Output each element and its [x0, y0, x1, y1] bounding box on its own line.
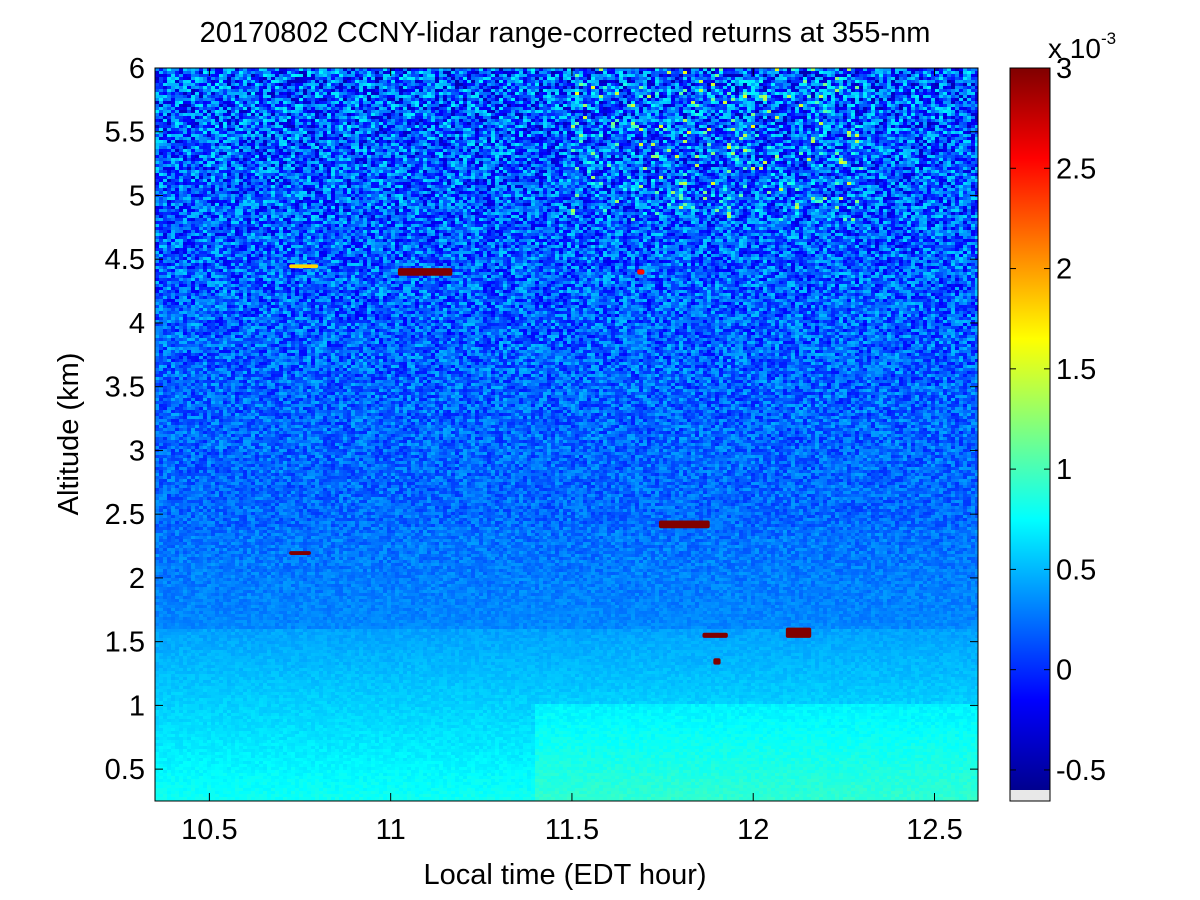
- colorbar-tick-label: 0.5: [1056, 554, 1096, 586]
- x-tick-label: 10.5: [181, 814, 237, 846]
- y-tick-label: 2: [129, 563, 145, 595]
- cloud-feature-cloud-4: [702, 633, 727, 638]
- y-tick-label: 5.5: [105, 117, 145, 149]
- y-tick-label: 5: [129, 180, 145, 212]
- y-tick-label: 2.5: [105, 499, 145, 531]
- colorbar-tick-label: 2.5: [1056, 153, 1096, 185]
- cloud-feature-cloud-1: [398, 268, 452, 276]
- y-axis-label: Altitude (km): [53, 353, 85, 516]
- colorbar: -0.500.511.522.53 x 10-3: [1010, 29, 1116, 801]
- x-tick-label: 12.5: [906, 814, 962, 846]
- cloud-feature-cloud-5: [786, 628, 811, 638]
- chart-title: 20170802 CCNY-lidar range-corrected retu…: [200, 17, 931, 49]
- y-tick-label: 6: [129, 53, 145, 85]
- colorbar-tick-label: 1: [1056, 454, 1072, 486]
- cloud-feature-cloud-2: [289, 551, 311, 555]
- colorbar-tick-label: 0: [1056, 655, 1072, 687]
- colorbar-tick-label: 1.5: [1056, 354, 1096, 386]
- cloud-feature-cloud-6: [713, 658, 720, 664]
- y-tick-label: 3: [129, 435, 145, 467]
- colorbar-exponent-power: -3: [1101, 29, 1116, 48]
- colorbar-tick-label: 2: [1056, 254, 1072, 286]
- x-tick-label: 12: [737, 814, 769, 846]
- colorbar-under-swatch: [1010, 790, 1050, 801]
- y-tick-label: 1.5: [105, 627, 145, 659]
- y-tick-label: 0.5: [105, 754, 145, 786]
- y-tick-label: 1: [129, 690, 145, 722]
- colorbar-exponent-base: x 10: [1048, 33, 1101, 64]
- x-tick-label: 11: [376, 814, 406, 846]
- colorbar-gradient: [1010, 68, 1050, 790]
- y-tick-label: 4.5: [105, 244, 145, 276]
- x-tick-label: 11.5: [545, 814, 599, 846]
- cloud-feature-cloud-7: [289, 264, 318, 268]
- x-axis-label: Local time (EDT hour): [423, 859, 706, 891]
- y-tick-label: 4: [129, 308, 145, 340]
- y-tick-label: 3.5: [105, 372, 145, 404]
- cloud-feature-cloud-3: [659, 521, 710, 529]
- heatmap-cells: [155, 68, 979, 803]
- colorbar-tick-label: -0.5: [1056, 755, 1106, 787]
- cloud-feature-cloud-8: [637, 269, 644, 274]
- heatmap-area: [155, 68, 979, 803]
- colorbar-exponent: x 10-3: [1048, 29, 1116, 64]
